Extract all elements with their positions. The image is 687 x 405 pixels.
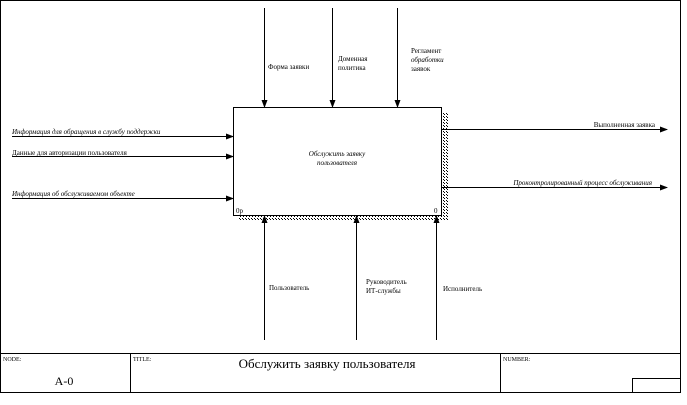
mechanism-label-2a: Руководитель bbox=[366, 278, 407, 286]
node-label: NODE: bbox=[3, 357, 22, 363]
title-value: Обслужить заявку пользователя bbox=[239, 356, 416, 371]
input-arrows: Информация для обращения в службу поддер… bbox=[11, 128, 234, 202]
activity-label-2: пользователя bbox=[317, 159, 357, 167]
output-arrows: Выполненная заявка Проконтролированный п… bbox=[441, 121, 668, 191]
activity-label-1: Обслужить заявку bbox=[309, 150, 366, 158]
activity-cost: 0р bbox=[236, 207, 244, 215]
node-value: A-0 bbox=[55, 374, 74, 388]
mechanism-label-1: Пользователь bbox=[269, 284, 309, 292]
mechanism-label-2b: ИТ-службы bbox=[366, 287, 401, 295]
activity-number: 0 bbox=[434, 207, 438, 215]
mechanism-label-3: Исполнитель bbox=[443, 285, 482, 293]
mechanism-arrows: Пользователь Руководитель ИТ-службы Испо… bbox=[261, 215, 482, 340]
activity-box[interactable] bbox=[233, 107, 442, 216]
box-shadow-bottom bbox=[239, 215, 449, 221]
box-shadow-right bbox=[441, 113, 449, 221]
title-label: TITLE: bbox=[133, 357, 152, 363]
control-label-1: Форма заявки bbox=[268, 63, 309, 71]
control-label-3b: обработки bbox=[411, 56, 444, 64]
control-label-3c: заявок bbox=[411, 65, 431, 73]
output-label-2: Проконтролированный процесс обслуживания bbox=[512, 179, 652, 187]
input-label-2: Данные для авторизации пользователя bbox=[12, 149, 128, 157]
output-label-1: Выполненная заявка bbox=[594, 121, 656, 129]
control-arrows: Форма заявки Доменная политика Регламент… bbox=[261, 8, 444, 108]
diagram-border bbox=[0, 0, 681, 393]
number-label: NUMBER: bbox=[503, 357, 531, 363]
input-label-1: Информация для обращения в службу поддер… bbox=[11, 128, 161, 136]
control-label-2a: Доменная bbox=[338, 55, 368, 63]
control-label-2b: политика bbox=[338, 64, 366, 72]
page-number-box bbox=[632, 378, 681, 393]
input-label-3: Информация об обслуживаемом объекте bbox=[11, 190, 135, 198]
title-block: NODE: A-0 TITLE: Обслужить заявку пользо… bbox=[0, 353, 681, 393]
control-label-3a: Регламент bbox=[411, 47, 441, 55]
